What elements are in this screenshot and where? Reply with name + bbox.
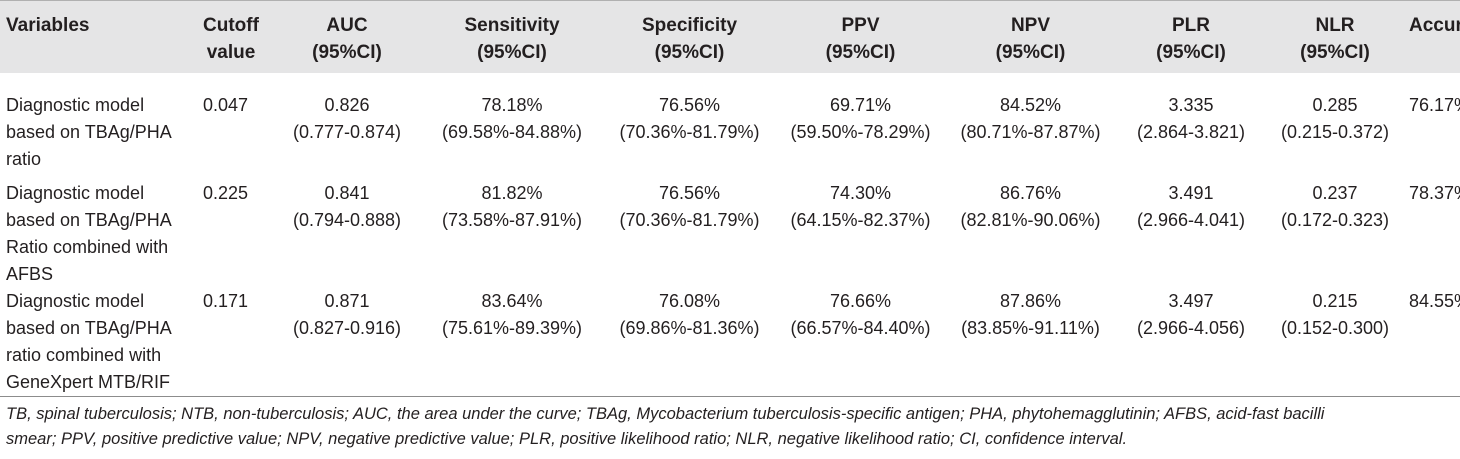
cell-sensitivity: 81.82% (73.58%-87.91%)	[441, 182, 583, 230]
cell-specificity: 76.08% (69.86%-81.36%)	[602, 287, 777, 397]
cell-plr: 3.491 (2.966-4.041)	[1136, 182, 1246, 230]
header-cutoff: Cutoff value	[190, 0, 272, 73]
header-nlr: NLR (95%CI)	[1265, 0, 1405, 73]
header-npv: NPV (95%CI)	[944, 0, 1117, 73]
cell-variable: Diagnostic model based on TBAg/PHA ratio c…	[0, 287, 190, 397]
cell-npv: 86.76% (82.81%-90.06%)	[960, 182, 1101, 230]
table-row: Diagnostic model based on TBAg/PHA Ratio c…	[0, 180, 1460, 288]
header-accuracy: Accuracy	[1405, 0, 1460, 73]
table-row: Diagnostic model based on TBAg/PHA ratio 0…	[0, 73, 1460, 180]
table-header: Variables Cutoff value AUC (95%CI) Sensiti…	[0, 0, 1460, 73]
cell-variable: Diagnostic model based on TBAg/PHA ratio	[6, 94, 172, 169]
cell-auc: 0.826 (0.777-0.874)	[292, 94, 402, 142]
header-specificity: Specificity (95%CI)	[602, 0, 777, 73]
cell-npv: 87.86% (83.85%-91.11%)	[944, 287, 1117, 397]
cell-auc: 0.871 (0.827-0.916)	[272, 287, 422, 397]
cell-cutoff: 0.171	[190, 287, 272, 397]
cell-sensitivity: 83.64% (75.61%-89.39%)	[422, 287, 602, 397]
cell-specificity: 76.56% (70.36%-81.79%)	[619, 182, 760, 230]
table-footnote: TB, spinal tuberculosis; NTB, non-tuberc…	[6, 402, 1446, 452]
footnote-line-2: smear; PPV, positive predictive value; N…	[6, 430, 1128, 448]
cell-ppv: 69.71% (59.50%-78.29%)	[790, 94, 931, 142]
cell-cutoff: 0.225	[203, 182, 249, 203]
footnote-line-1: TB, spinal tuberculosis; NTB, non-tuberc…	[6, 405, 1325, 423]
cell-cutoff: 0.047	[203, 94, 249, 115]
cell-plr: 3.497 (2.966-4.056)	[1117, 287, 1265, 397]
cell-specificity: 76.56% (70.36%-81.79%)	[619, 94, 760, 142]
cell-ppv: 76.66% (66.57%-84.40%)	[777, 287, 944, 397]
cell-variable: Diagnostic model based on TBAg/PHA Ratio c…	[6, 182, 172, 284]
table-row: Diagnostic model based on TBAg/PHA ratio c…	[0, 287, 1460, 397]
cell-accuracy: 78.37%	[1409, 182, 1460, 203]
header-variables: Variables	[0, 0, 190, 73]
cell-plr: 3.335 (2.864-3.821)	[1136, 94, 1246, 142]
header-ppv: PPV (95%CI)	[777, 0, 944, 73]
cell-nlr: 0.285 (0.215-0.372)	[1280, 94, 1390, 142]
cell-ppv: 74.30% (64.15%-82.37%)	[790, 182, 931, 230]
cell-nlr: 0.215 (0.152-0.300)	[1265, 287, 1405, 397]
cell-accuracy: 84.55%	[1405, 287, 1460, 397]
header-row: Variables Cutoff value AUC (95%CI) Sensiti…	[0, 0, 1460, 73]
header-plr: PLR (95%CI)	[1117, 0, 1265, 73]
results-table-container: Variables Cutoff value AUC (95%CI) Sensiti…	[0, 0, 1460, 397]
header-auc: AUC (95%CI)	[272, 0, 422, 73]
cell-auc: 0.841 (0.794-0.888)	[292, 182, 402, 230]
table-body: Diagnostic model based on TBAg/PHA ratio 0…	[0, 73, 1460, 397]
cell-npv: 84.52% (80.71%-87.87%)	[960, 94, 1101, 142]
cell-accuracy: 76.17%	[1409, 94, 1460, 115]
header-sensitivity: Sensitivity (95%CI)	[422, 0, 602, 73]
cell-nlr: 0.237 (0.172-0.323)	[1280, 182, 1390, 230]
cell-sensitivity: 78.18% (69.58%-84.88%)	[441, 94, 583, 142]
diagnostic-model-table: Variables Cutoff value AUC (95%CI) Sensiti…	[0, 0, 1460, 397]
